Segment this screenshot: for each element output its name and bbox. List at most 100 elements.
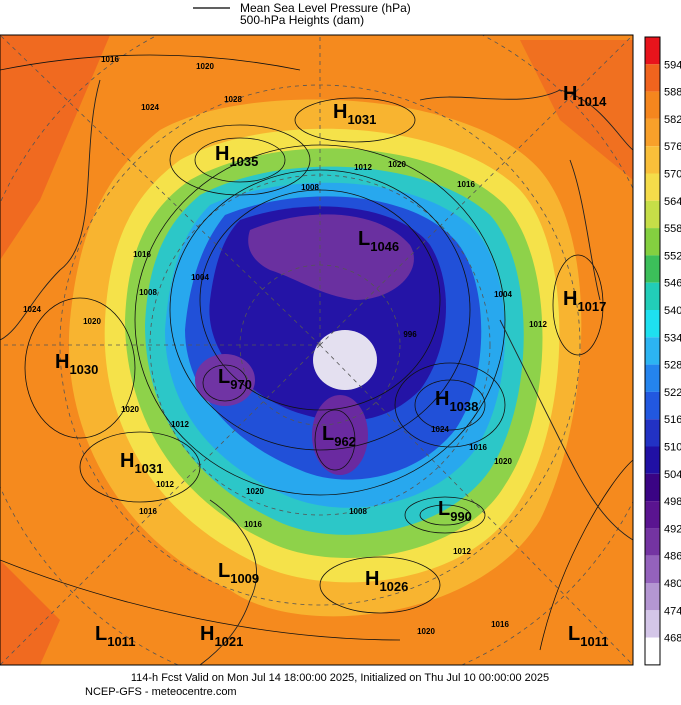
center-letter: H <box>120 450 134 472</box>
center-letter: L <box>568 623 580 645</box>
contour-label: 1020 <box>121 405 139 414</box>
colorbar-label: 534 <box>664 332 681 344</box>
colorbar-label: 594 <box>664 59 681 71</box>
contour-label: 1016 <box>457 180 475 189</box>
colorbar-swatch <box>645 364 660 392</box>
contour-label: 1020 <box>196 62 214 71</box>
colorbar-swatch <box>645 282 660 310</box>
center-letter: H <box>563 83 577 105</box>
center-value: 962 <box>334 434 356 449</box>
colorbar-swatch <box>645 501 660 529</box>
contour-label: 1012 <box>171 420 189 429</box>
colorbar-swatch <box>645 610 660 638</box>
colorbar-label: 552 <box>664 250 681 262</box>
colorbar-swatch <box>645 310 660 338</box>
contour-label: 1004 <box>191 273 209 282</box>
contour-label: 1020 <box>83 317 101 326</box>
pressure-center: H1017 <box>563 288 606 314</box>
pressure-center: L962 <box>322 423 356 449</box>
pressure-center: L1009 <box>218 560 259 586</box>
center-letter: L <box>218 560 230 582</box>
colorbar-label: 546 <box>664 278 681 290</box>
contour-label: 1016 <box>491 620 509 629</box>
map-frame <box>0 34 634 666</box>
contour-label: 1008 <box>139 288 157 297</box>
contour-label: 1020 <box>494 457 512 466</box>
center-letter: H <box>215 143 229 165</box>
center-value: 1031 <box>134 461 163 476</box>
center-value: 1009 <box>230 571 259 586</box>
colorbar-swatch <box>645 473 660 502</box>
center-letter: H <box>55 351 69 373</box>
colorbar-swatch <box>645 637 660 665</box>
center-value: 970 <box>230 377 252 392</box>
colorbar-label: 492 <box>664 523 681 535</box>
colorbar-label: 486 <box>664 551 681 563</box>
center-value: 1038 <box>449 399 478 414</box>
center-value: 1046 <box>370 239 399 254</box>
contour-label: 1012 <box>529 320 547 329</box>
footer-valid: 114-h Fcst Valid on Mon Jul 14 18:00:00 … <box>131 672 549 684</box>
center-value: 1011 <box>107 634 135 649</box>
contour-label: 1024 <box>431 425 449 434</box>
colorbar-swatch <box>645 91 660 119</box>
contour-label: 1008 <box>301 183 319 192</box>
colorbar-label: 480 <box>664 578 681 590</box>
colorbar-label: 558 <box>664 223 681 235</box>
contour-label: 1012 <box>354 163 372 172</box>
contour-label: 1016 <box>469 443 487 452</box>
colorbar-swatch <box>645 146 660 174</box>
colorbar-swatch <box>645 419 660 447</box>
colorbar-swatch <box>645 446 660 474</box>
colorbar-swatch <box>645 391 660 420</box>
colorbar-label: 504 <box>664 469 681 481</box>
center-value: 1021 <box>214 634 243 649</box>
map <box>0 35 633 665</box>
center-letter: L <box>218 366 230 388</box>
contour-label: 1016 <box>133 250 151 259</box>
pressure-center: H1035 <box>215 143 258 169</box>
legend-pressure: Mean Sea Level Pressure (hPa) <box>240 1 411 15</box>
colorbar-swatch <box>645 528 660 556</box>
colorbar-label: 540 <box>664 305 681 317</box>
contour-label: 1016 <box>101 55 119 64</box>
pressure-center: H1026 <box>365 568 408 594</box>
pressure-center: H1030 <box>55 351 98 377</box>
center-letter: H <box>563 288 577 310</box>
contour-label: 1016 <box>244 520 262 529</box>
colorbar-label: 498 <box>664 496 681 508</box>
contour-label: 1012 <box>156 480 174 489</box>
colorbar-label: 588 <box>664 87 681 99</box>
pressure-center: H1031 <box>333 101 376 127</box>
colorbar-swatch <box>645 228 660 256</box>
pressure-center: L1011 <box>95 623 135 649</box>
contour-label: 996 <box>403 330 417 339</box>
center-letter: L <box>95 623 107 645</box>
center-value: 1035 <box>229 154 258 169</box>
pressure-center: L1011 <box>568 623 608 649</box>
pressure-center: L1046 <box>358 228 399 254</box>
colorbar-label: 468 <box>664 633 681 645</box>
contour-label: 1020 <box>246 487 264 496</box>
contour-label: 1016 <box>139 507 157 516</box>
colorbar-label: 516 <box>664 414 681 426</box>
contour-label: 1004 <box>494 290 512 299</box>
center-letter: L <box>358 228 370 250</box>
center-value: 1014 <box>577 94 607 109</box>
center-letter: H <box>200 623 214 645</box>
colorbar-swatch <box>645 555 660 583</box>
center-letter: H <box>365 568 379 590</box>
colorbar-label: 570 <box>664 169 681 181</box>
pressure-center: L990 <box>438 498 472 524</box>
contour-label: 1024 <box>141 103 159 112</box>
colorbar-label: 474 <box>664 605 681 617</box>
colorbar-swatch <box>645 255 660 283</box>
center-value: 1026 <box>379 579 408 594</box>
center-letter: L <box>438 498 450 520</box>
colorbar-label: 528 <box>664 360 681 372</box>
center-letter: H <box>435 388 449 410</box>
contour-label: 1008 <box>349 507 367 516</box>
colorbar-swatch <box>645 337 660 365</box>
center-value: 1030 <box>69 362 98 377</box>
